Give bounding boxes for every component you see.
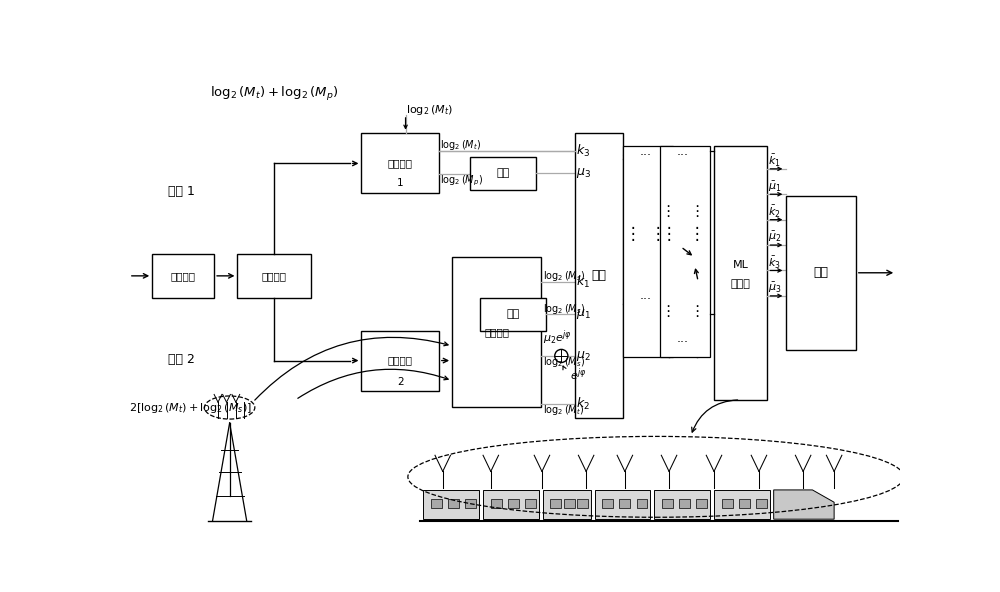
Bar: [508, 499, 519, 509]
Text: 比特分组: 比特分组: [262, 271, 287, 281]
Text: ⋮: ⋮: [689, 304, 705, 318]
Bar: [637, 499, 647, 509]
Bar: [786, 196, 856, 350]
Text: ⋮: ⋮: [624, 226, 641, 243]
Text: ⋮: ⋮: [660, 204, 675, 218]
Text: $\bar{\mu}_3$: $\bar{\mu}_3$: [768, 281, 782, 295]
Text: 信息比特: 信息比特: [388, 356, 413, 365]
Bar: [574, 133, 623, 417]
Bar: [722, 499, 733, 509]
Text: $\mu_3$: $\mu_3$: [576, 166, 591, 181]
Text: $\bar{k}_3$: $\bar{k}_3$: [768, 255, 781, 271]
Text: ...: ...: [232, 402, 240, 411]
Bar: [361, 332, 439, 391]
Text: $\log_2(M_s)$: $\log_2(M_s)$: [543, 302, 585, 316]
Text: $\bar{k}_1$: $\bar{k}_1$: [768, 153, 781, 169]
Text: ML: ML: [732, 260, 748, 270]
Bar: [237, 253, 311, 298]
Text: $\log_2(M_s)$: $\log_2(M_s)$: [543, 269, 585, 283]
Bar: [714, 490, 770, 519]
Text: ...: ...: [677, 332, 689, 345]
Bar: [448, 499, 459, 509]
Text: $2[\log_2(M_t)+\log_2(M_s)]$: $2[\log_2(M_t)+\log_2(M_s)]$: [129, 401, 252, 414]
Text: $\bar{\mu}_2$: $\bar{\mu}_2$: [768, 230, 782, 244]
Bar: [662, 499, 673, 509]
Text: ⋮: ⋮: [650, 226, 667, 243]
Text: $\log_2(M_t)$: $\log_2(M_t)$: [406, 102, 452, 117]
Text: 时隙 2: 时隙 2: [168, 352, 194, 365]
Text: ⋮: ⋮: [689, 204, 705, 218]
Text: 检测器: 检测器: [730, 279, 750, 289]
Bar: [602, 499, 613, 509]
Text: $\log_2(M_t)$: $\log_2(M_t)$: [543, 403, 584, 417]
Bar: [543, 490, 591, 519]
Text: $\log_2(M_t)$: $\log_2(M_t)$: [440, 138, 482, 152]
Text: ...: ...: [639, 146, 651, 159]
Bar: [577, 499, 588, 509]
Text: 译码: 译码: [813, 266, 828, 279]
Text: 信息比特: 信息比特: [171, 271, 196, 281]
Text: $k_3$: $k_3$: [576, 143, 590, 159]
Bar: [739, 499, 750, 509]
Text: 调制: 调制: [496, 169, 509, 178]
Text: ...: ...: [639, 289, 651, 303]
Text: ...: ...: [677, 146, 689, 159]
Bar: [525, 499, 536, 509]
Bar: [623, 146, 673, 358]
Text: ⋮: ⋮: [660, 304, 675, 318]
Text: $\log_2(M_s)$: $\log_2(M_s)$: [543, 355, 585, 369]
Text: $k_1$: $k_1$: [576, 274, 590, 290]
Bar: [452, 256, 541, 407]
Text: ⋮: ⋮: [661, 226, 677, 243]
Bar: [491, 499, 502, 509]
Bar: [756, 499, 767, 509]
Bar: [431, 499, 442, 509]
Bar: [423, 490, 479, 519]
Text: 1: 1: [397, 178, 403, 188]
Text: $\log_2(M_t)+\log_2(M_p)$: $\log_2(M_t)+\log_2(M_p)$: [210, 85, 339, 103]
Bar: [480, 298, 546, 330]
Bar: [654, 490, 710, 519]
Polygon shape: [774, 490, 834, 519]
Text: 比特分组: 比特分组: [484, 327, 509, 337]
Text: 映射: 映射: [591, 269, 606, 282]
Text: $\mu_2$: $\mu_2$: [576, 349, 591, 363]
Text: $\mu_1$: $\mu_1$: [576, 307, 591, 321]
Bar: [550, 499, 561, 509]
Text: $\bar{k}_2$: $\bar{k}_2$: [768, 204, 781, 220]
Bar: [152, 253, 214, 298]
Bar: [696, 499, 707, 509]
Text: $\log_2(M_p)$: $\log_2(M_p)$: [440, 173, 483, 188]
Bar: [619, 499, 630, 509]
Bar: [564, 499, 575, 509]
Text: 调制: 调制: [506, 310, 520, 319]
Text: $k_2$: $k_2$: [576, 395, 590, 411]
Bar: [465, 499, 476, 509]
Bar: [595, 490, 650, 519]
Text: 时隙 1: 时隙 1: [168, 185, 194, 198]
Text: $\mu_2 e^{j\varphi}$: $\mu_2 e^{j\varphi}$: [543, 328, 572, 347]
Text: ⋮: ⋮: [689, 226, 705, 243]
Bar: [361, 133, 439, 194]
Bar: [679, 499, 690, 509]
Bar: [483, 490, 539, 519]
Text: $\bar{\mu}_1$: $\bar{\mu}_1$: [768, 179, 782, 194]
Bar: [714, 146, 767, 400]
Text: $e^{j\varphi}$: $e^{j\varphi}$: [570, 367, 586, 384]
Bar: [470, 157, 536, 189]
Text: 信息比特: 信息比特: [388, 159, 413, 169]
Bar: [660, 146, 710, 358]
Text: 2: 2: [397, 377, 403, 387]
